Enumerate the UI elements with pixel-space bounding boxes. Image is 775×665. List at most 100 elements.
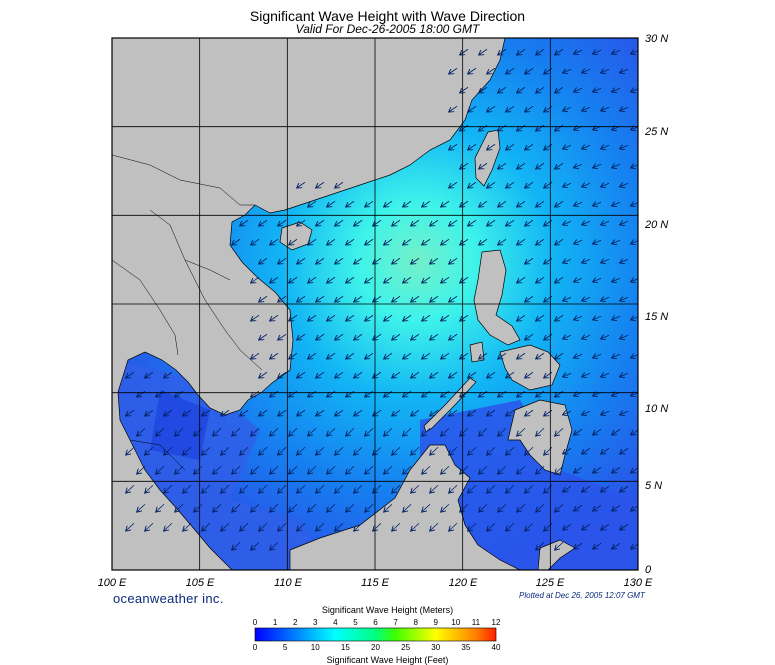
wave-arrow (270, 427, 279, 436)
wave-arrow (601, 183, 610, 187)
wave-arrow (555, 503, 564, 512)
land-mindanao (507, 399, 573, 476)
colorbar-meter-tick: 9 (434, 618, 439, 627)
wave-arrow (498, 238, 507, 245)
wave-arrow (232, 238, 241, 245)
wave-arrow (460, 390, 469, 397)
wave-arrow (183, 446, 192, 455)
lon-label: 100 E (98, 577, 127, 589)
wave-arrow (506, 522, 515, 531)
wave-arrow (194, 427, 203, 436)
wave-arrow (555, 86, 564, 93)
wave-arrow (297, 333, 306, 340)
wave-arrow (354, 409, 363, 416)
wave-arrow (175, 427, 184, 436)
wave-arrow (449, 409, 458, 416)
wave-arrow (411, 484, 420, 493)
wave-arrow (392, 257, 401, 264)
wave-arrow (449, 105, 458, 112)
wave-arrow (289, 503, 298, 512)
wave-arrow (487, 219, 496, 226)
colorbar-gradient (254, 627, 497, 642)
wave-arrow (479, 352, 488, 359)
wave-arrow (593, 164, 602, 168)
wave-arrow (612, 466, 621, 473)
wave-arrow (593, 202, 602, 206)
wave-arrow (270, 465, 279, 474)
wave-arrow (327, 465, 336, 474)
wave-arrow (525, 219, 534, 226)
wave-arrow (479, 503, 488, 512)
wave-arrow (194, 465, 203, 474)
wave-arrow (403, 503, 412, 512)
wave-arrow (270, 541, 279, 550)
wave-arrow (346, 276, 355, 283)
wave-arrow (506, 446, 515, 455)
wave-arrow (582, 485, 591, 492)
wave-arrow (479, 465, 488, 474)
wave-arrow (498, 48, 507, 55)
wave-arrow (175, 503, 184, 512)
wave-arrow (430, 409, 439, 416)
wave-arrow (506, 143, 515, 150)
wave-arrow (460, 465, 469, 474)
wave-arrow (183, 522, 192, 531)
land-mindoro (469, 341, 485, 363)
wave-arrow (582, 297, 591, 301)
wave-arrow (441, 314, 450, 321)
wave-arrow (525, 333, 534, 340)
wave-arrow (582, 335, 591, 339)
wave-arrow (449, 522, 458, 531)
wave-arrow (346, 238, 355, 245)
wave-arrow (156, 427, 165, 436)
wave-arrow (612, 88, 621, 92)
wave-arrow (392, 371, 401, 378)
wave-arrow (297, 446, 306, 455)
wave-arrow (563, 69, 572, 73)
wave-arrow (620, 183, 629, 187)
wave-arrow (422, 352, 431, 359)
wave-arrow (593, 428, 602, 435)
wave-arrow (620, 373, 629, 377)
wave-arrow (506, 409, 515, 416)
wave-arrow (468, 371, 477, 378)
wave-arrow (536, 200, 545, 207)
wave-arrow (582, 221, 591, 225)
wave-arrow (574, 542, 583, 549)
wave-arrow (316, 522, 325, 531)
wave-arrow (582, 69, 591, 73)
colorbar-meter-tick: 11 (472, 618, 481, 627)
wave-arrow (449, 257, 458, 264)
wave-arrow (422, 238, 431, 245)
wave-arrow (316, 484, 325, 493)
wave-arrow (164, 484, 173, 493)
wave-arrow (468, 484, 477, 493)
lat-label: 10 N (645, 403, 668, 415)
wave-arrow (574, 466, 583, 473)
wave-arrow (251, 238, 260, 245)
wave-arrow (536, 427, 545, 436)
wave-arrow (202, 522, 211, 531)
wave-arrow (441, 352, 450, 359)
wave-arrow (620, 221, 629, 225)
wave-arrow (422, 427, 431, 436)
wave-arrow (525, 522, 534, 531)
wave-arrow (468, 105, 477, 112)
wave-arrow (620, 411, 629, 415)
wave-arrow (601, 221, 610, 225)
wave-arrow (183, 484, 192, 493)
wave-arrow (430, 446, 439, 455)
lat-label: 25 N (644, 126, 668, 138)
wave-arrow (479, 124, 488, 131)
wave-arrow (392, 522, 401, 531)
wave-arrow (593, 88, 602, 92)
wave-arrow (270, 390, 279, 397)
wave-arrow (259, 484, 268, 493)
wave-arrow (145, 371, 154, 378)
chart-subtitle: Valid For Dec-26-2005 18:00 GMT (295, 22, 480, 36)
wave-arrow (403, 200, 412, 207)
wave-arrow (308, 200, 317, 207)
wave-arrow (460, 86, 469, 93)
colorbar-feet-tick: 10 (311, 643, 320, 652)
wave-arrow (612, 428, 621, 435)
